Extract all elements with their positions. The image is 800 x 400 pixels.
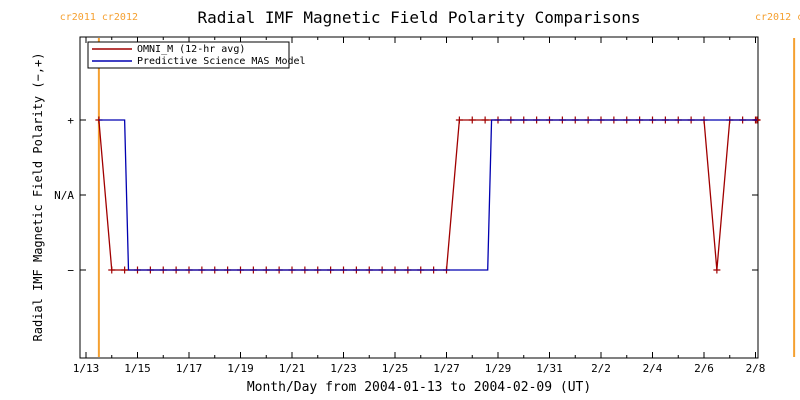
x-tick-label-11: 2/4 [643,362,663,375]
x-tick-label-3: 1/19 [227,362,254,375]
series-0-point-28 [455,116,463,124]
x-tick-label-7: 1/27 [433,362,460,375]
chart-title: Radial IMF Magnetic Field Polarity Compa… [197,8,640,27]
carrington-label-right-0: cr2012 [102,12,138,23]
x-tick-label-0: 1/13 [73,362,100,375]
carrington-label-left-1: cr2012 [755,12,791,23]
y-tick-label-2: − [67,264,74,277]
carrington-markers: cr2011 cr2012 cr2012 cr2013 [60,12,800,357]
y-tick-label-1: N/A [54,189,74,202]
x-tick-label-2: 1/17 [176,362,203,375]
legend-label-omni: OMNI_M (12-hr avg) [137,44,245,55]
legend-box [87,41,290,69]
series-0-point-2 [121,266,129,274]
x-axis: 1/13 1/15 1/17 1/19 1/21 1/23 1/25 1/27 1/29 1/31… [73,37,766,375]
series-line-1 [98,119,757,271]
x-tick-label-10: 2/2 [591,362,611,375]
y-tick-label-0: + [67,114,74,127]
y-axis-label: Radial IMF Magnetic Field Polarity (−,+) [31,53,45,342]
legend: OMNI_M (12-hr avg) Predictive Science MA… [87,41,306,69]
y-axis: + N/A − [54,114,758,277]
series-0-point-1 [108,266,116,274]
x-tick-label-1: 1/15 [124,362,151,375]
series-0-point-29 [468,116,476,124]
carrington-label-left-0: cr2011 [60,12,96,23]
x-tick-label-9: 1/31 [536,362,563,375]
legend-label-mas: Predictive Science MAS Model [137,56,306,67]
series-line-0 [98,119,757,271]
x-axis-label: Month/Day from 2004-01-13 to 2004-02-09 … [247,380,591,395]
carrington-label-right-1: cr2013 [797,12,800,23]
plot-frame [79,36,759,359]
series-0-point-30 [481,116,489,124]
x-tick-label-6: 1/25 [382,362,409,375]
x-tick-label-13: 2/8 [746,362,766,375]
x-tick-label-4: 1/21 [279,362,306,375]
series-0-point-48 [713,266,721,274]
x-tick-label-5: 1/23 [330,362,357,375]
x-tick-label-12: 2/6 [694,362,714,375]
x-tick-label-8: 1/29 [485,362,512,375]
series-layer [95,116,761,274]
